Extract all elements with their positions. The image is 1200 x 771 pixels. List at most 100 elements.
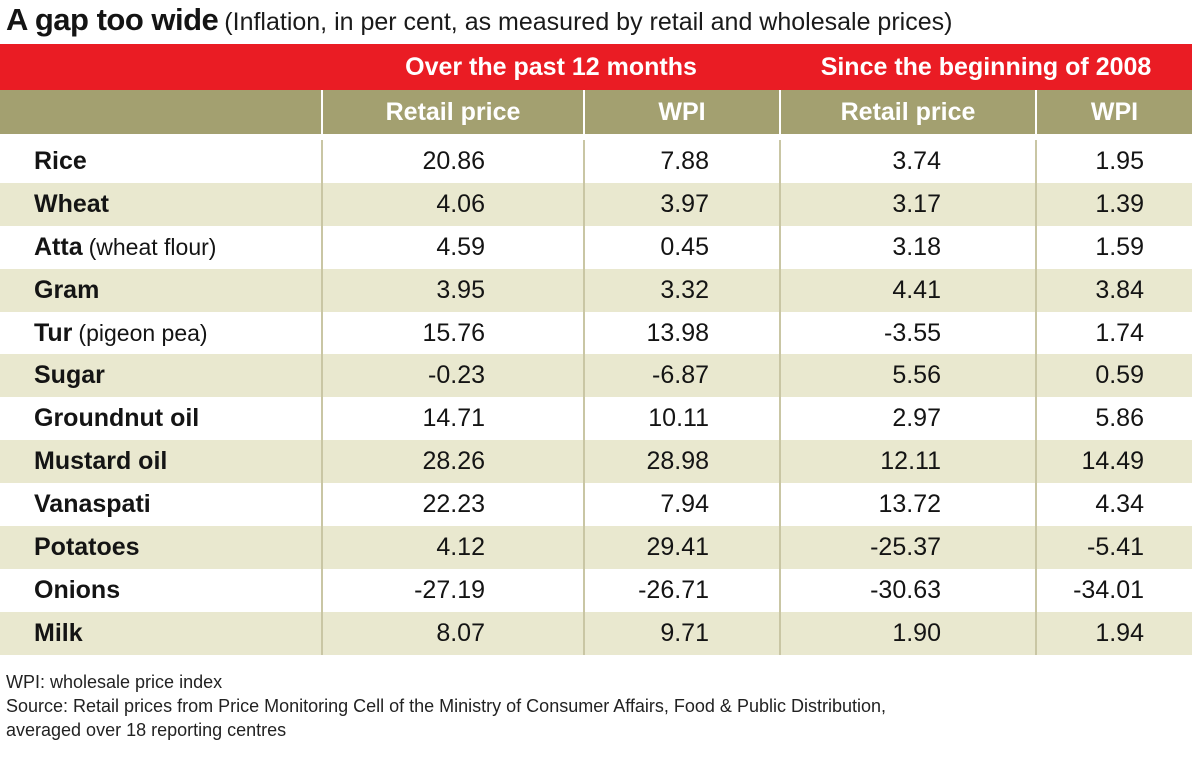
row-name: Gram bbox=[34, 275, 100, 304]
row-name: Tur bbox=[34, 318, 73, 347]
row-name: Potatoes bbox=[34, 532, 140, 561]
retail-2008-value: 4.41 bbox=[779, 268, 1036, 312]
wpi-12m-value: 7.88 bbox=[583, 134, 780, 183]
wpi-12m-value: -6.87 bbox=[583, 354, 780, 398]
row-name: Milk bbox=[34, 618, 83, 647]
retail-2008-value: 2.97 bbox=[779, 397, 1036, 441]
chart-footer: WPI: wholesale price index Source: Retai… bbox=[6, 670, 1192, 742]
footer-source: Source: Retail prices from Price Monitor… bbox=[6, 696, 887, 716]
retail-2008-value: -25.37 bbox=[779, 526, 1036, 569]
retail-12m-value: 4.59 bbox=[321, 225, 584, 269]
wpi-12m-value: 3.32 bbox=[583, 268, 780, 312]
wpi-12m-value: 28.98 bbox=[583, 440, 780, 484]
wpi-12m-value: 29.41 bbox=[583, 526, 780, 569]
retail-2008-value: -3.55 bbox=[779, 311, 1036, 355]
table-row: Potatoes 4.12 29.41 -25.37 -5.41 bbox=[0, 526, 1192, 569]
row-label: Rice bbox=[0, 134, 322, 183]
retail-12m-value: -27.19 bbox=[321, 568, 584, 612]
table-row: Gram 3.95 3.32 4.41 3.84 bbox=[0, 268, 1192, 312]
table-row: Atta (wheat flour) 4.59 0.45 3.18 1.59 bbox=[0, 225, 1192, 269]
row-name: Vanaspati bbox=[34, 490, 151, 519]
retail-2008-value: 3.18 bbox=[779, 225, 1036, 269]
wpi-12m-value: 0.45 bbox=[583, 225, 780, 269]
wpi-12m-value: 3.97 bbox=[583, 182, 780, 226]
table-row: Groundnut oil 14.71 10.11 2.97 5.86 bbox=[0, 397, 1192, 441]
column-header-wpi-12m: WPI bbox=[583, 90, 780, 137]
retail-12m-value: 15.76 bbox=[321, 311, 584, 355]
row-label: Atta (wheat flour) bbox=[0, 225, 322, 269]
row-name: Sugar bbox=[34, 361, 105, 390]
row-label: Groundnut oil bbox=[0, 397, 322, 441]
group-header-row: Over the past 12 months Since the beginn… bbox=[0, 44, 1192, 90]
table-body: Rice 20.86 7.88 3.74 1.95 Wheat 4.06 3.97 3.17 1.… bbox=[0, 134, 1192, 655]
row-name: Rice bbox=[34, 146, 87, 175]
chart-subtitle: (Inflation, in per cent, as measured by … bbox=[224, 8, 953, 36]
table-row: Rice 20.86 7.88 3.74 1.95 bbox=[0, 134, 1192, 183]
row-name: Onions bbox=[34, 575, 121, 604]
wpi-2008-value: 3.84 bbox=[1035, 268, 1192, 312]
table-row: Sugar -0.23 -6.87 5.56 0.59 bbox=[0, 354, 1192, 398]
retail-2008-value: 1.90 bbox=[779, 611, 1036, 655]
table-row: Wheat 4.06 3.97 3.17 1.39 bbox=[0, 182, 1192, 226]
retail-12m-value: 28.26 bbox=[321, 440, 584, 484]
row-name: Wheat bbox=[34, 189, 109, 218]
row-label: Milk bbox=[0, 611, 322, 655]
row-label: Onions bbox=[0, 568, 322, 612]
wpi-2008-value: 4.34 bbox=[1035, 483, 1192, 527]
wpi-12m-value: 10.11 bbox=[583, 397, 780, 441]
row-label: Tur (pigeon pea) bbox=[0, 311, 322, 355]
retail-12m-value: 3.95 bbox=[321, 268, 584, 312]
retail-12m-value: 4.06 bbox=[321, 182, 584, 226]
row-note: (wheat flour) bbox=[88, 233, 217, 260]
wpi-2008-value: 1.94 bbox=[1035, 611, 1192, 655]
table-row: Vanaspati 22.23 7.94 13.72 4.34 bbox=[0, 483, 1192, 527]
wpi-2008-value: 1.39 bbox=[1035, 182, 1192, 226]
row-label: Mustard oil bbox=[0, 440, 322, 484]
chart-title: A gap too wide bbox=[6, 2, 219, 37]
wpi-2008-value: 5.86 bbox=[1035, 397, 1192, 441]
retail-12m-value: -0.23 bbox=[321, 354, 584, 398]
chart-title-row: A gap too wide (Inflation, in per cent, a… bbox=[6, 2, 1196, 42]
row-name: Atta bbox=[34, 232, 83, 261]
retail-12m-value: 14.71 bbox=[321, 397, 584, 441]
wpi-12m-value: 13.98 bbox=[583, 311, 780, 355]
footer-source-continued: averaged over 18 reporting centres bbox=[6, 720, 287, 740]
column-header-row: Retail price WPI Retail price WPI bbox=[0, 90, 1192, 137]
group-header-since-2008: Since the beginning of 2008 bbox=[780, 44, 1192, 90]
retail-2008-value: 13.72 bbox=[779, 483, 1036, 527]
group-header-past-12-months: Over the past 12 months bbox=[322, 44, 780, 90]
retail-2008-value: -30.63 bbox=[779, 568, 1036, 612]
retail-2008-value: 12.11 bbox=[779, 440, 1036, 484]
wpi-12m-value: 9.71 bbox=[583, 611, 780, 655]
retail-12m-value: 4.12 bbox=[321, 526, 584, 569]
table-row: Milk 8.07 9.71 1.90 1.94 bbox=[0, 611, 1192, 655]
column-header-retail-12m: Retail price bbox=[321, 90, 584, 137]
wpi-2008-value: 14.49 bbox=[1035, 440, 1192, 484]
retail-2008-value: 3.17 bbox=[779, 182, 1036, 226]
table-row: Onions -27.19 -26.71 -30.63 -34.01 bbox=[0, 568, 1192, 612]
row-name: Groundnut oil bbox=[34, 404, 200, 433]
row-label: Gram bbox=[0, 268, 322, 312]
wpi-2008-value: 1.74 bbox=[1035, 311, 1192, 355]
table-row: Mustard oil 28.26 28.98 12.11 14.49 bbox=[0, 440, 1192, 484]
wpi-2008-value: 1.59 bbox=[1035, 225, 1192, 269]
retail-12m-value: 20.86 bbox=[321, 134, 584, 183]
row-name: Mustard oil bbox=[34, 447, 168, 476]
wpi-2008-value: 1.95 bbox=[1035, 134, 1192, 183]
wpi-2008-value: -5.41 bbox=[1035, 526, 1192, 569]
row-note: (pigeon pea) bbox=[78, 319, 208, 346]
column-header-blank bbox=[0, 90, 322, 137]
row-label: Potatoes bbox=[0, 526, 322, 569]
retail-2008-value: 3.74 bbox=[779, 134, 1036, 183]
row-label: Vanaspati bbox=[0, 483, 322, 527]
group-header-blank bbox=[0, 44, 322, 90]
column-header-wpi-2008: WPI bbox=[1035, 90, 1192, 137]
retail-12m-value: 22.23 bbox=[321, 483, 584, 527]
column-header-retail-2008: Retail price bbox=[779, 90, 1036, 137]
wpi-12m-value: -26.71 bbox=[583, 568, 780, 612]
retail-12m-value: 8.07 bbox=[321, 611, 584, 655]
retail-2008-value: 5.56 bbox=[779, 354, 1036, 398]
inflation-table: Over the past 12 months Since the beginn… bbox=[0, 44, 1192, 655]
row-label: Wheat bbox=[0, 182, 322, 226]
row-label: Sugar bbox=[0, 354, 322, 398]
